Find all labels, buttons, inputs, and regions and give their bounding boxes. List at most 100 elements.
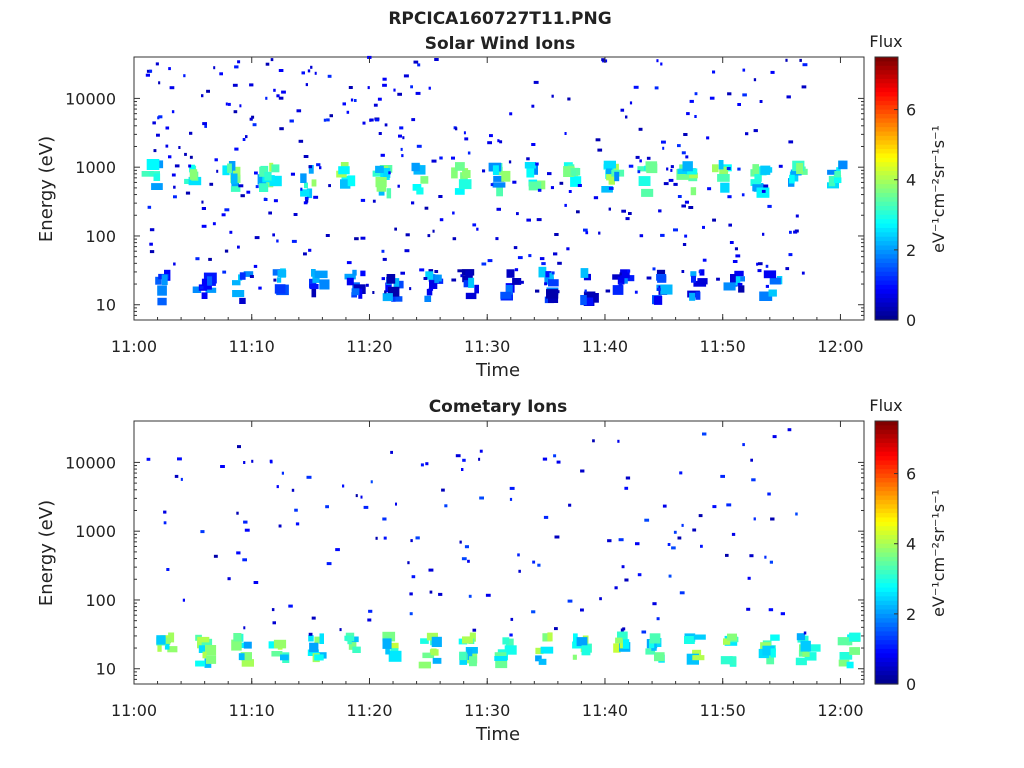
heatmap-cell [673,228,678,232]
heatmap-cell [462,170,471,178]
heatmap-cell [405,233,410,237]
heatmap-cell [209,182,214,186]
heatmap-cell [461,557,467,561]
heatmap-cell [311,616,316,620]
heatmap-cell [682,161,693,172]
colorbar-segment [875,517,898,523]
heatmap-cell [222,165,230,176]
heatmap-cell [382,638,392,649]
heatmap-cell [691,275,696,283]
heatmap-cell [246,190,251,194]
heatmap-cell [619,272,622,276]
heatmap-cell [685,168,698,175]
heatmap-cell [580,469,585,473]
heatmap-cell [151,183,163,190]
heatmap-cell [759,291,773,301]
heatmap-cell [554,627,558,631]
y-tick-label: 1000 [75,522,116,541]
heatmap-cell [737,167,741,171]
heatmap-cell [607,539,612,543]
colorbar-segment [875,258,898,264]
heatmap-cell [621,565,625,569]
heatmap-cell [462,458,466,462]
heatmap-cell [429,590,433,594]
heatmap-cell [439,218,444,222]
heatmap-cell [192,286,202,293]
heatmap-cell [583,228,588,232]
heatmap-cell [803,631,807,635]
heatmap-cell [673,530,677,534]
colorbar-segment [875,539,898,545]
heatmap-cell [469,656,477,667]
heatmap-cell [528,181,542,191]
heatmap-cell [460,274,463,278]
heatmap-cell [294,508,298,512]
heatmap-cell [652,267,656,271]
heatmap-cell [259,183,269,192]
heatmap-cell [789,174,795,184]
heatmap-cell [319,279,330,290]
heatmap-cell [697,278,708,285]
heatmap-cell [329,114,333,118]
heatmap-cell [528,254,532,258]
heatmap-cell [689,292,696,301]
heatmap-cell [351,288,360,296]
heatmap-cell [201,278,212,290]
heatmap-cell [737,103,741,106]
heatmap-cell [677,536,682,540]
heatmap-cell [828,175,836,187]
heatmap-cell [564,203,567,207]
heatmap-cell [584,289,587,293]
colorbar-segment [875,662,898,668]
colorbar-segment [875,609,898,615]
heatmap-cell [606,171,615,181]
heatmap-cell [489,134,493,138]
heatmap-cell [472,628,477,632]
heatmap-cell [635,542,640,546]
colorbar-segment [875,192,898,198]
heatmap-cell [580,295,587,306]
heatmap-cell [834,171,841,181]
heatmap-cell [229,230,233,234]
heatmap-cell [344,273,356,280]
heatmap-cell [339,628,342,632]
heatmap-cell [698,270,702,274]
heatmap-cell [709,96,715,100]
heatmap-cell [242,138,246,141]
heatmap-cell [388,650,402,662]
heatmap-cell [397,184,400,188]
heatmap-cell [161,274,168,286]
colorbar-segment [875,504,898,510]
heatmap-cell [519,280,524,284]
heatmap-cell [426,632,438,641]
heatmap-cell [338,166,350,175]
colorbar-segment [875,113,898,119]
heatmap-cell [228,161,236,171]
heatmap-cell [467,649,473,660]
heatmap-cell [682,243,687,246]
heatmap-cell [272,233,275,237]
colorbar-segment [875,219,898,225]
heatmap-cell [372,291,375,294]
plot-frame [133,420,865,685]
heatmap-cell [735,276,745,282]
colorbar-segment [875,197,898,203]
heatmap-cell [742,443,745,447]
heatmap-cell [752,164,759,175]
heatmap-cell [513,246,518,250]
heatmap-cell [706,136,710,140]
heatmap-cell [253,264,258,268]
heatmap-cell [368,609,373,613]
x-tick-label: 11:40 [582,337,628,356]
heatmap-cell [834,177,842,183]
heatmap-cell [395,502,397,506]
heatmap-cell [758,262,763,266]
heatmap-cell [559,181,564,185]
heatmap-cell [402,136,405,140]
heatmap-cell [307,69,311,73]
heatmap-cell [146,159,160,170]
heatmap-cell [474,284,479,294]
heatmap-cell [225,102,228,106]
figure-title: RPCICA160727T11.PNG [388,9,611,29]
heatmap-cell [496,187,503,197]
